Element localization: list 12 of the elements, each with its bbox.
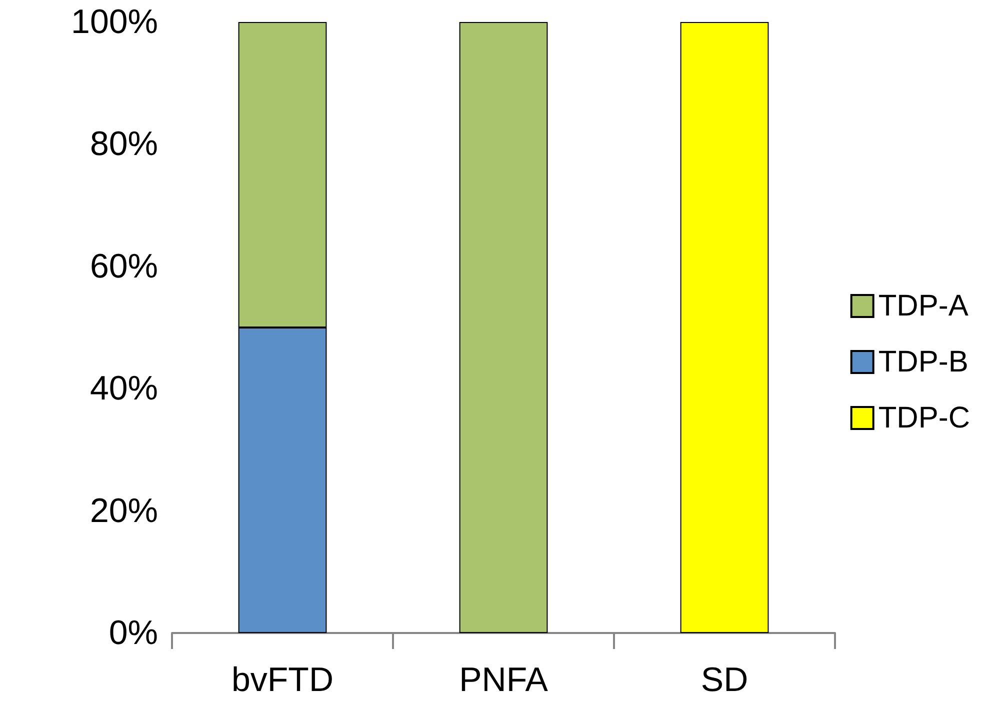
y-tick-label: 60%	[90, 247, 158, 286]
x-tick-label: SD	[700, 661, 748, 699]
y-tick-label: 100%	[71, 3, 158, 41]
x-tick-label: bvFTD	[232, 661, 334, 699]
y-tick-label: 20%	[90, 492, 158, 530]
x-tick-label: PNFA	[459, 661, 548, 699]
legend-label: TDP-B	[878, 346, 968, 378]
y-tick-label: 80%	[90, 125, 158, 164]
y-tick-label: 40%	[90, 370, 158, 408]
y-tick-label: 0%	[108, 614, 158, 652]
legend-label: TDP-A	[878, 290, 968, 322]
legend-label: TDP-C	[878, 402, 970, 434]
